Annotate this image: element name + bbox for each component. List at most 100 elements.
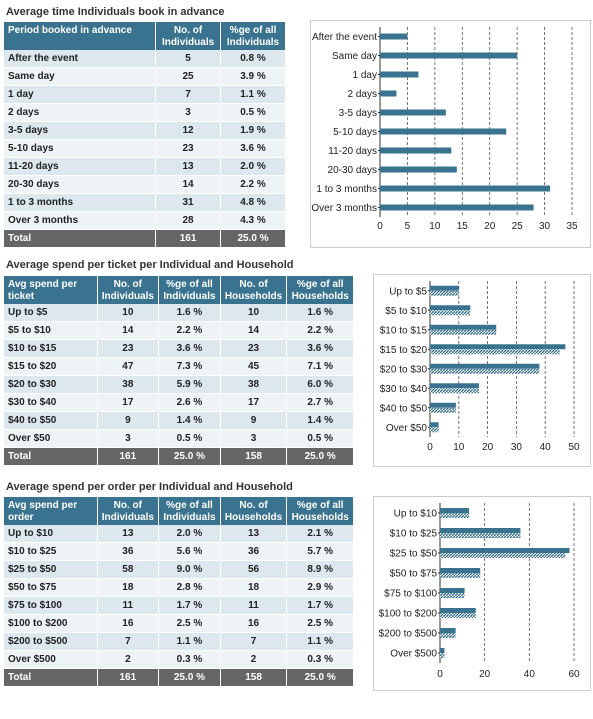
- x-tick-label: 50: [568, 442, 580, 453]
- table-row: Over 3 months 28 4.3 %: [4, 212, 286, 230]
- table-row: 3-5 days 12 1.9 %: [4, 122, 286, 140]
- table-row: 2 days 3 0.5 %: [4, 104, 286, 122]
- bar-households: [440, 593, 465, 598]
- category-label: $25 to $50: [390, 549, 438, 560]
- bar-households: [440, 633, 456, 638]
- table-row: After the event 5 0.8 %: [4, 50, 286, 68]
- column-header: No. of Individuals: [156, 22, 222, 50]
- cell-value: 3.9 %: [221, 68, 286, 86]
- cell-value: 58: [97, 561, 160, 579]
- cell-value: 3: [97, 430, 160, 448]
- table-row: 20-30 days 14 2.2 %: [4, 176, 286, 194]
- table-row: $40 to $50 9 1.4 % 9 1.4 %: [4, 412, 354, 430]
- cell-value: 1.4 %: [287, 412, 354, 430]
- booking-advance-table: Period booked in advance No. of Individua…: [4, 22, 286, 248]
- bar-households: [430, 310, 471, 316]
- total-value: 161: [97, 448, 160, 466]
- cell-value: 2.2 %: [287, 322, 354, 340]
- bar-individuals: [430, 324, 497, 330]
- total-value: 161: [97, 669, 160, 687]
- table-row: $50 to $75 18 2.8 % 18 2.9 %: [4, 579, 354, 597]
- category-label: $75 to $100: [384, 589, 437, 600]
- table-row: 11-20 days 13 2.0 %: [4, 158, 286, 176]
- cell-value: 7.3 %: [159, 358, 221, 376]
- bar-households: [440, 533, 521, 538]
- category-label: $10 to $25: [390, 529, 438, 540]
- chart-svg: Up to $5 $5 to $10 $10 to $15 $15 to $20 $20…: [380, 281, 580, 453]
- x-tick-label: 35: [566, 221, 578, 232]
- spend-per-ticket-table: Avg spend per ticket No. of Individuals %g…: [4, 276, 354, 466]
- category-label: Same day: [332, 51, 377, 62]
- cell-value: 13: [220, 525, 288, 543]
- row-label: $5 to $10: [4, 322, 98, 340]
- bar-individuals: [430, 344, 566, 350]
- cell-value: 8.9 %: [287, 561, 354, 579]
- cell-value: 5.7 %: [287, 543, 354, 561]
- row-label: 20-30 days: [4, 176, 157, 194]
- total-value: 25.0 %: [159, 669, 221, 687]
- column-header: Avg spend per order: [4, 497, 98, 525]
- cell-value: 23: [220, 340, 288, 358]
- bar-individuals: [440, 648, 445, 653]
- column-header: %ge of all Individuals: [159, 276, 221, 304]
- cell-value: 2.2 %: [221, 176, 286, 194]
- x-tick-label: 25: [512, 221, 524, 232]
- row-label: Over $50: [4, 430, 98, 448]
- bar-households: [430, 427, 439, 433]
- cell-value: 47: [97, 358, 160, 376]
- bar-individuals: [430, 402, 456, 408]
- cell-value: 14: [97, 322, 160, 340]
- cell-value: 2.7 %: [287, 394, 354, 412]
- category-label: Up to $10: [394, 509, 438, 520]
- cell-value: 4.8 %: [221, 194, 286, 212]
- total-label: Total: [4, 230, 157, 248]
- cell-value: 28: [156, 212, 222, 230]
- category-label: $15 to $20: [380, 345, 428, 356]
- table-row: $15 to $20 47 7.3 % 45 7.1 %: [4, 358, 354, 376]
- bar-households: [440, 613, 476, 618]
- table-row: $75 to $100 11 1.7 % 11 1.7 %: [4, 597, 354, 615]
- cell-value: 1.6 %: [287, 304, 354, 322]
- cell-value: 38: [97, 376, 160, 394]
- x-tick-label: 30: [511, 442, 523, 453]
- spend-per-ticket-chart: Up to $5 $5 to $10 $10 to $15 $15 to $20 $20…: [373, 274, 591, 467]
- bar-households: [440, 513, 470, 518]
- cell-value: 11: [97, 597, 160, 615]
- category-label: $30 to $40: [380, 384, 428, 395]
- bar-households: [430, 407, 456, 413]
- total-value: 25.0 %: [287, 669, 354, 687]
- bar-households: [430, 290, 459, 296]
- cell-value: 0.8 %: [221, 50, 286, 68]
- table-row: $100 to $200 16 2.5 % 16 2.5 %: [4, 615, 354, 633]
- cell-value: 45: [220, 358, 288, 376]
- row-label: $10 to $15: [4, 340, 98, 358]
- bar-individuals: [430, 383, 479, 389]
- cell-value: 9: [97, 412, 160, 430]
- row-label: 5-10 days: [4, 140, 157, 158]
- cell-value: 12: [156, 122, 222, 140]
- row-label: $100 to $200: [4, 615, 98, 633]
- cell-value: 5: [156, 50, 222, 68]
- cell-value: 38: [220, 376, 288, 394]
- cell-value: 36: [220, 543, 288, 561]
- category-label: Over $50: [386, 423, 428, 434]
- cell-value: 56: [220, 561, 288, 579]
- table-row: $30 to $40 17 2.6 % 17 2.7 %: [4, 394, 354, 412]
- column-header: Period booked in advance: [4, 22, 157, 50]
- cell-value: 1.7 %: [287, 597, 354, 615]
- row-label: 11-20 days: [4, 158, 157, 176]
- x-tick-label: 15: [457, 221, 469, 232]
- cell-value: 0.5 %: [287, 430, 354, 448]
- bar-households: [430, 349, 560, 355]
- row-label: $40 to $50: [4, 412, 98, 430]
- booking-advance-chart: After the event Same day 1 day 2 days 3-5 da…: [310, 20, 591, 248]
- cell-value: 16: [220, 615, 288, 633]
- row-label: $200 to $500: [4, 633, 98, 651]
- x-tick-label: 10: [453, 442, 465, 453]
- bar-individuals: [440, 588, 465, 593]
- cell-value: 6.0 %: [287, 376, 354, 394]
- category-label: $10 to $15: [380, 325, 428, 336]
- cell-value: 0.5 %: [221, 104, 286, 122]
- cell-value: 2.5 %: [159, 615, 221, 633]
- cell-value: 9: [220, 412, 288, 430]
